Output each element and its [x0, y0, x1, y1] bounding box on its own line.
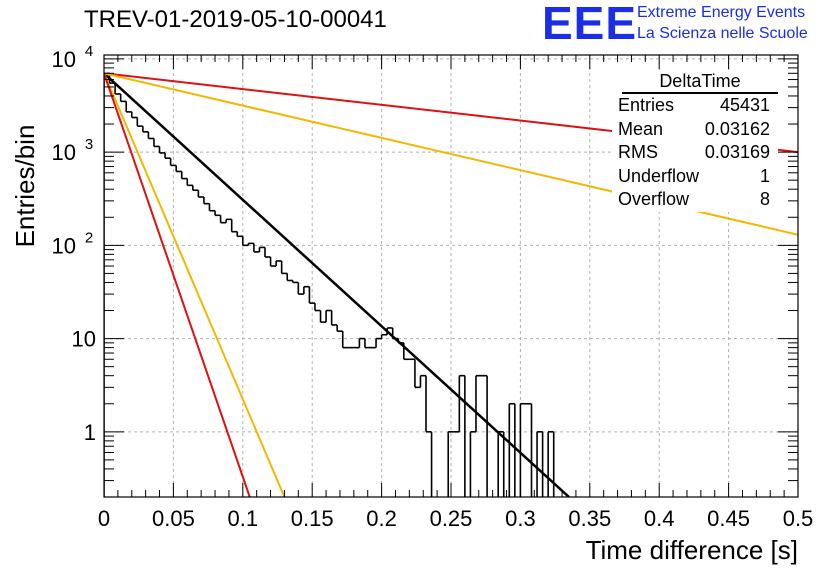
- y-tick-label: 1: [84, 420, 96, 445]
- stats-value: 8: [759, 189, 770, 209]
- stats-label: Underflow: [618, 165, 700, 186]
- x-tick-label: 0.35: [568, 506, 611, 531]
- logo-text-line-1: Extreme Energy Events: [637, 4, 806, 21]
- y-tick-label-exponent: 2: [85, 229, 93, 246]
- axis-tick-labels: 0 0.05 0.1 0.15 0.2 0.25 0.3 0.35 0.4 0.45 0.5 1 10 1…: [52, 43, 814, 531]
- stats-label: Mean: [618, 118, 664, 139]
- stats-row-underflow: Underflow 1: [612, 165, 778, 189]
- x-axis-label: Time difference [s]: [586, 535, 798, 565]
- stats-value: 0.03162: [704, 118, 770, 139]
- x-tick-label: 0.4: [644, 506, 675, 531]
- stats-label: Entries: [618, 95, 675, 115]
- x-tick-label: 0.2: [366, 506, 397, 531]
- x-tick-label: 0.45: [707, 506, 750, 531]
- stats-title: DeltaTime: [622, 70, 778, 94]
- x-tick-label: 0.25: [430, 506, 473, 531]
- y-tick-label: 10: [52, 233, 76, 258]
- axis-ticks: [103, 55, 799, 498]
- stats-value: 0.03169: [704, 142, 770, 162]
- x-tick-label: 0.1: [228, 506, 259, 531]
- x-tick-label: 0.3: [505, 506, 536, 531]
- y-tick-label-exponent: 3: [85, 136, 93, 153]
- stats-label: Overflow: [618, 189, 690, 209]
- x-tick-label: 0.5: [783, 506, 814, 531]
- stats-row-entries: Entries 45431: [612, 94, 778, 118]
- eee-logo: EEE Extreme Energy Events La Scienza nel…: [542, 0, 832, 49]
- x-tick-label: 0.05: [152, 506, 195, 531]
- series-line-0: [104, 72, 570, 497]
- stats-box: DeltaTime Entries 45431 Mean 0.03162 RMS…: [612, 70, 778, 212]
- series-line-3: [104, 72, 286, 497]
- stats-value: 1: [759, 165, 770, 186]
- y-tick-label: 10: [52, 140, 76, 165]
- chart-title: TREV-01-2019-05-10-00041: [84, 6, 387, 33]
- stats-value: 45431: [719, 95, 770, 115]
- y-tick-label-exponent: 4: [85, 43, 93, 60]
- stats-row-overflow: Overflow 8: [612, 188, 778, 212]
- y-axis-label: Entries/bin: [10, 125, 40, 248]
- stats-row-mean: Mean 0.03162: [612, 118, 778, 142]
- eee-logo-mark: EEE: [542, 0, 638, 49]
- logo-text-line-2: La Scienza nelle Scuole: [637, 25, 808, 42]
- y-tick-label: 10: [52, 47, 76, 72]
- x-tick-label: 0: [98, 506, 110, 531]
- y-tick-label: 10: [72, 327, 96, 352]
- series-line-4: [104, 72, 251, 497]
- x-tick-label: 0.15: [291, 506, 334, 531]
- stats-row-rms: RMS 0.03169: [612, 141, 778, 165]
- stats-label: RMS: [618, 142, 658, 162]
- plot-area: [104, 72, 798, 497]
